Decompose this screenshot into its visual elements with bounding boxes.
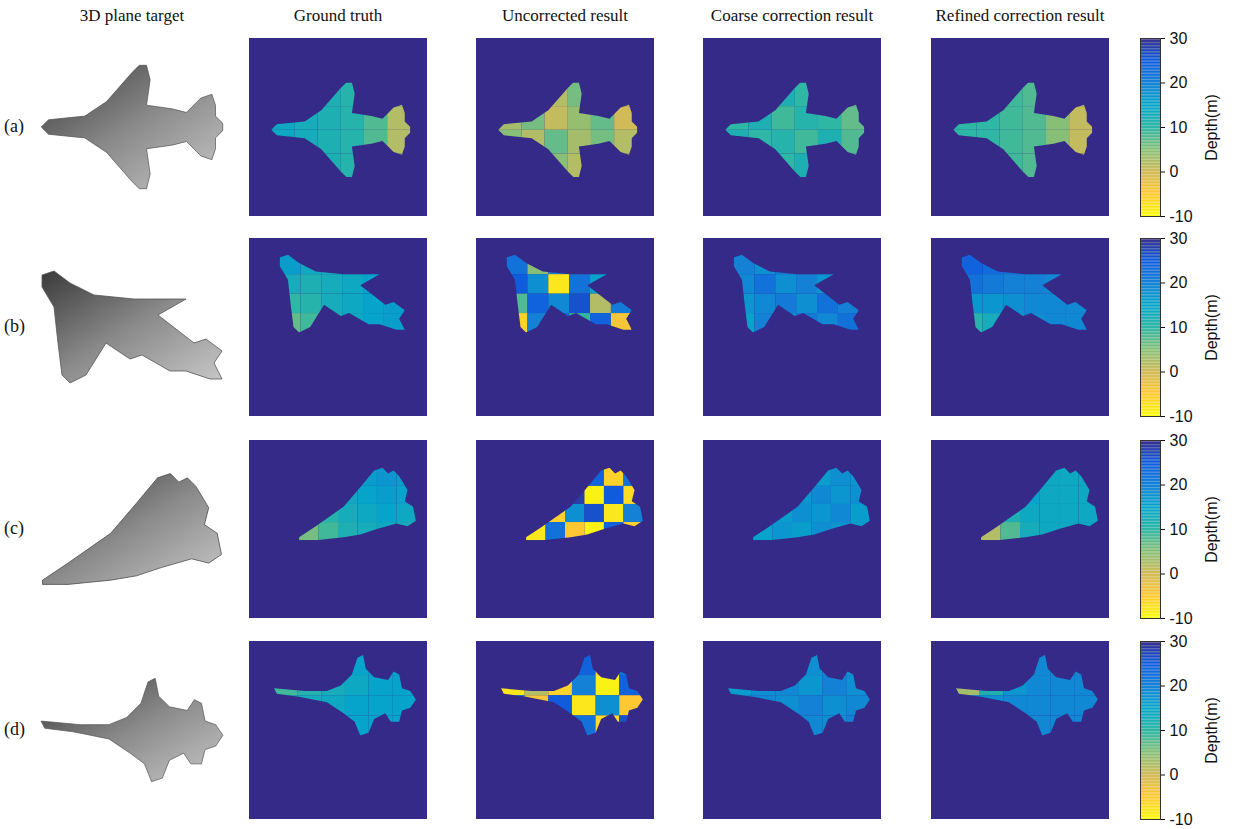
svg-text:0: 0 xyxy=(1170,363,1179,380)
svg-text:Depth(m): Depth(m) xyxy=(1203,94,1220,161)
svg-text:30: 30 xyxy=(1170,230,1188,247)
html-text:3D plane target: 3D plane target xyxy=(79,6,185,25)
html-text:(b): (b) xyxy=(4,316,25,336)
html-text:Ground truth: Ground truth xyxy=(293,6,383,25)
html-text:Uncorrected result: Uncorrected result xyxy=(502,6,628,25)
svg-text:20: 20 xyxy=(1170,74,1188,91)
svg-text:-10: -10 xyxy=(1170,811,1193,828)
svg-text:0: 0 xyxy=(1170,565,1179,582)
svg-text:-10: -10 xyxy=(1170,208,1193,225)
svg-text:30: 30 xyxy=(1170,633,1188,650)
svg-text:10: 10 xyxy=(1170,119,1188,136)
html-text:(c): (c) xyxy=(4,518,24,538)
svg-text:30: 30 xyxy=(1170,30,1188,47)
html-text:Refined correction result: Refined correction result xyxy=(935,6,1105,25)
svg-text:10: 10 xyxy=(1170,722,1188,739)
svg-text:-10: -10 xyxy=(1170,408,1193,425)
svg-text:0: 0 xyxy=(1170,163,1179,180)
svg-text:Depth(m): Depth(m) xyxy=(1203,294,1220,361)
svg-text:-10: -10 xyxy=(1170,610,1193,627)
svg-text:Depth(m): Depth(m) xyxy=(1203,697,1220,764)
html-text:Coarse correction result: Coarse correction result xyxy=(710,6,874,25)
html-text:(a): (a) xyxy=(4,116,24,136)
svg-text:20: 20 xyxy=(1170,476,1188,493)
svg-text:10: 10 xyxy=(1170,319,1188,336)
svg-text:Depth(m): Depth(m) xyxy=(1203,496,1220,563)
html-text:(d): (d) xyxy=(4,719,25,739)
svg-text:20: 20 xyxy=(1170,274,1188,291)
svg-text:0: 0 xyxy=(1170,766,1179,783)
svg-text:20: 20 xyxy=(1170,677,1188,694)
svg-text:30: 30 xyxy=(1170,432,1188,449)
svg-text:10: 10 xyxy=(1170,521,1188,538)
